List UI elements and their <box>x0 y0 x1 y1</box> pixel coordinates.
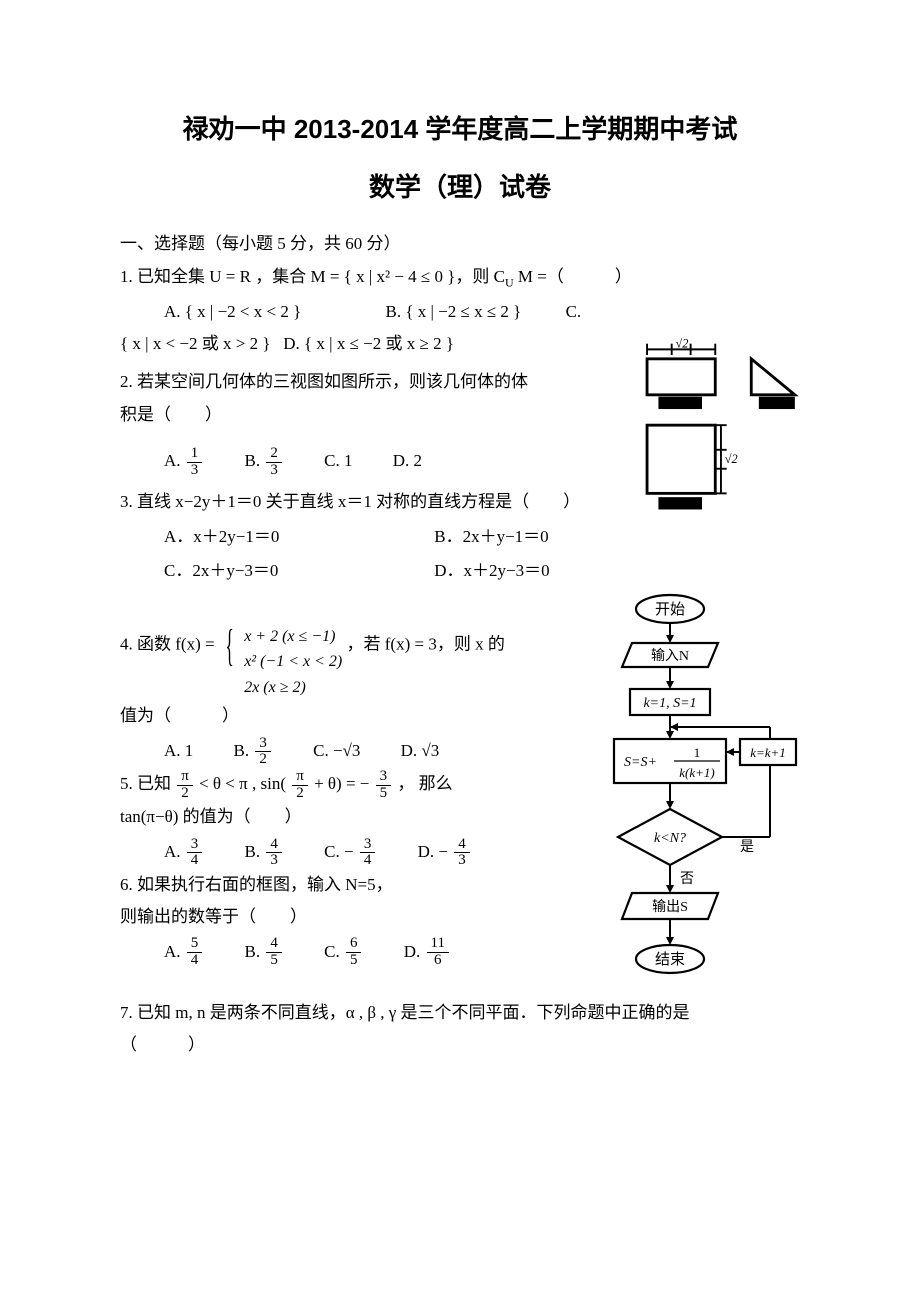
q5-line2: tan(π−θ) 的值为（ ） <box>120 801 570 833</box>
q2-opt-a: A. 13 <box>164 445 204 478</box>
svg-text:√2: √2 <box>725 453 738 467</box>
fc-formula-left: S=S+ <box>624 755 657 770</box>
q7-stem: 7. 已知 m, n 是两条不同直线，α , β , γ 是三个不同平面．下列命… <box>120 997 800 1029</box>
q4-opt-a: A. 1 <box>164 735 193 767</box>
q1-c-body: { x | x < −2 或 x > 2 } <box>120 334 271 353</box>
question-6: 6. 如果执行右面的框图，输入 N=5， 则输出的数等于（ ） A. 54 B.… <box>120 869 570 969</box>
q6-options: A. 54 B. 45 C. 65 D. 116 <box>120 936 570 969</box>
question-4: 4. 函数 f(x) = { x + 2 (x ≤ −1) x² (−1 < x… <box>120 591 570 768</box>
q1-sub: U <box>505 275 514 289</box>
q4-options: A. 1 B. 32 C. −√3 D. √3 <box>120 735 570 768</box>
q3-stem: 3. 直线 x−2y＋1＝0 关于直线 x＝1 对称的直线方程是（ ） <box>120 486 800 518</box>
question-7: 7. 已知 m, n 是两条不同直线，α , β , γ 是三个不同平面．下列命… <box>120 997 800 1062</box>
fc-start: 开始 <box>655 601 685 618</box>
q3-opt-c: C．2x＋y−3＝0 <box>164 555 394 587</box>
fc-yes: 是 <box>740 840 754 855</box>
page-subtitle: 数学（理）试卷 <box>120 163 800 212</box>
fc-frac-den: k(k+1) <box>679 765 714 780</box>
fc-output: 输出S <box>652 899 688 915</box>
q5-opt-c: C. − 34 <box>324 836 377 869</box>
q6-opt-d: D. 116 <box>404 936 451 969</box>
question-5: 5. 已知 π2 < θ < π , sin( π2 + θ) = − 35 ，… <box>120 768 570 869</box>
q5-opt-a: A. 34 <box>164 836 204 869</box>
q6-opt-b: B. 45 <box>245 936 284 969</box>
q1-stem: 1. 已知全集 U = R ，集合 M = { x | x² − 4 ≤ 0 }… <box>120 267 505 286</box>
q2-opt-b: B. 23 <box>245 445 284 478</box>
q3-opt-a: A．x＋2y−1＝0 <box>164 521 394 553</box>
q4-piecewise: x + 2 (x ≤ −1) x² (−1 < x < 2) 2x (x ≥ 2… <box>244 591 342 700</box>
q4-line2: 值为（ ） <box>120 700 570 732</box>
question-2: 2. 若某空间几何体的三视图如图所示，则该几何体的体 积是（ ） A. 13 B… <box>120 366 800 478</box>
q7-blank: （ ） <box>120 1029 800 1061</box>
q2-stem-a: 2. 若某空间几何体的三视图如图所示，则该几何体的体 <box>120 366 570 398</box>
q3-opt-b: B．2x＋y−1＝0 <box>434 521 548 553</box>
fc-no: 否 <box>680 872 694 887</box>
q1-options-row1: A. { x | −2 < x < 2 } B. { x | −2 ≤ x ≤ … <box>120 296 800 328</box>
q5-opt-b: B. 43 <box>245 836 284 869</box>
q6-b: 则输出的数等于（ ） <box>120 901 570 933</box>
q4-opt-c: C. −√3 <box>313 735 360 767</box>
q3-row2: C．2x＋y−3＝0 D．x＋2y−3＝0 <box>120 555 800 587</box>
q2-left: 2. 若某空间几何体的三视图如图所示，则该几何体的体 积是（ ） A. 13 B… <box>120 366 570 478</box>
fc-init: k=1, S=1 <box>643 696 696 711</box>
flowchart-figure: 开始 输入N k=1, S=1 S=S+ 1 k(k+1) <box>580 591 800 1021</box>
fc-inc: k=k+1 <box>750 745 786 760</box>
q2-opt-d: D. 2 <box>393 445 422 477</box>
exam-page: 禄劝一中 2013-2014 学年度高二上学期期中考试 数学（理）试卷 一、选择… <box>0 0 920 1122</box>
q4-pre: 4. 函数 f(x) = <box>120 635 219 654</box>
q5-mid2: + θ) = − <box>314 774 369 793</box>
q1-opt-a: A. { x | −2 < x < 2 } <box>164 296 301 328</box>
section-header: 一、选择题（每小题 5 分，共 60 分） <box>120 228 800 260</box>
q4-post: ，若 f(x) = 3，则 x 的 <box>347 635 505 654</box>
q6-opt-c: C. 65 <box>324 936 363 969</box>
q4-opt-d: D. √3 <box>401 735 440 767</box>
q2-opt-c: C. 1 <box>324 445 352 477</box>
q5-mid: < θ < π , sin( <box>199 774 286 793</box>
fc-end: 结束 <box>655 951 685 968</box>
q4-q6-block: 开始 输入N k=1, S=1 S=S+ 1 k(k+1) <box>120 591 800 969</box>
q4-opt-b: B. 32 <box>234 735 273 768</box>
fc-frac-num: 1 <box>694 745 701 760</box>
q5-a: 5. 已知 <box>120 774 175 793</box>
q2-options: A. 13 B. 23 C. 1 D. 2 <box>120 445 570 478</box>
q6-a: 6. 如果执行右面的框图，输入 N=5， <box>120 869 570 901</box>
q2-stem-b: 积是（ ） <box>120 399 570 431</box>
q1-opt-d: D. { x | x ≤ −2 或 x ≥ 2 } <box>283 334 454 353</box>
q1-opt-c: C. <box>566 296 582 328</box>
fc-input: 输入N <box>651 648 689 664</box>
q3-row1: A．x＋2y−1＝0 B．2x＋y−1＝0 <box>120 521 800 553</box>
q3-opt-d: D．x＋2y−3＝0 <box>434 555 549 587</box>
q1-tail: M =（ ） <box>514 267 632 286</box>
q5-options: A. 34 B. 43 C. − 34 D. − 43 <box>120 836 570 869</box>
q6-opt-a: A. 54 <box>164 936 204 969</box>
page-title: 禄劝一中 2013-2014 学年度高二上学期期中考试 <box>120 110 800 149</box>
fc-cond: k<N? <box>654 831 686 846</box>
q5-b: ， 那么 <box>397 774 452 793</box>
svg-text:√2: √2 <box>675 338 688 350</box>
q1-opt-b: B. { x | −2 ≤ x ≤ 2 } <box>386 296 522 328</box>
q5-opt-d: D. − 43 <box>418 836 472 869</box>
question-3: 3. 直线 x−2y＋1＝0 关于直线 x＝1 对称的直线方程是（ ） A．x＋… <box>120 486 800 587</box>
